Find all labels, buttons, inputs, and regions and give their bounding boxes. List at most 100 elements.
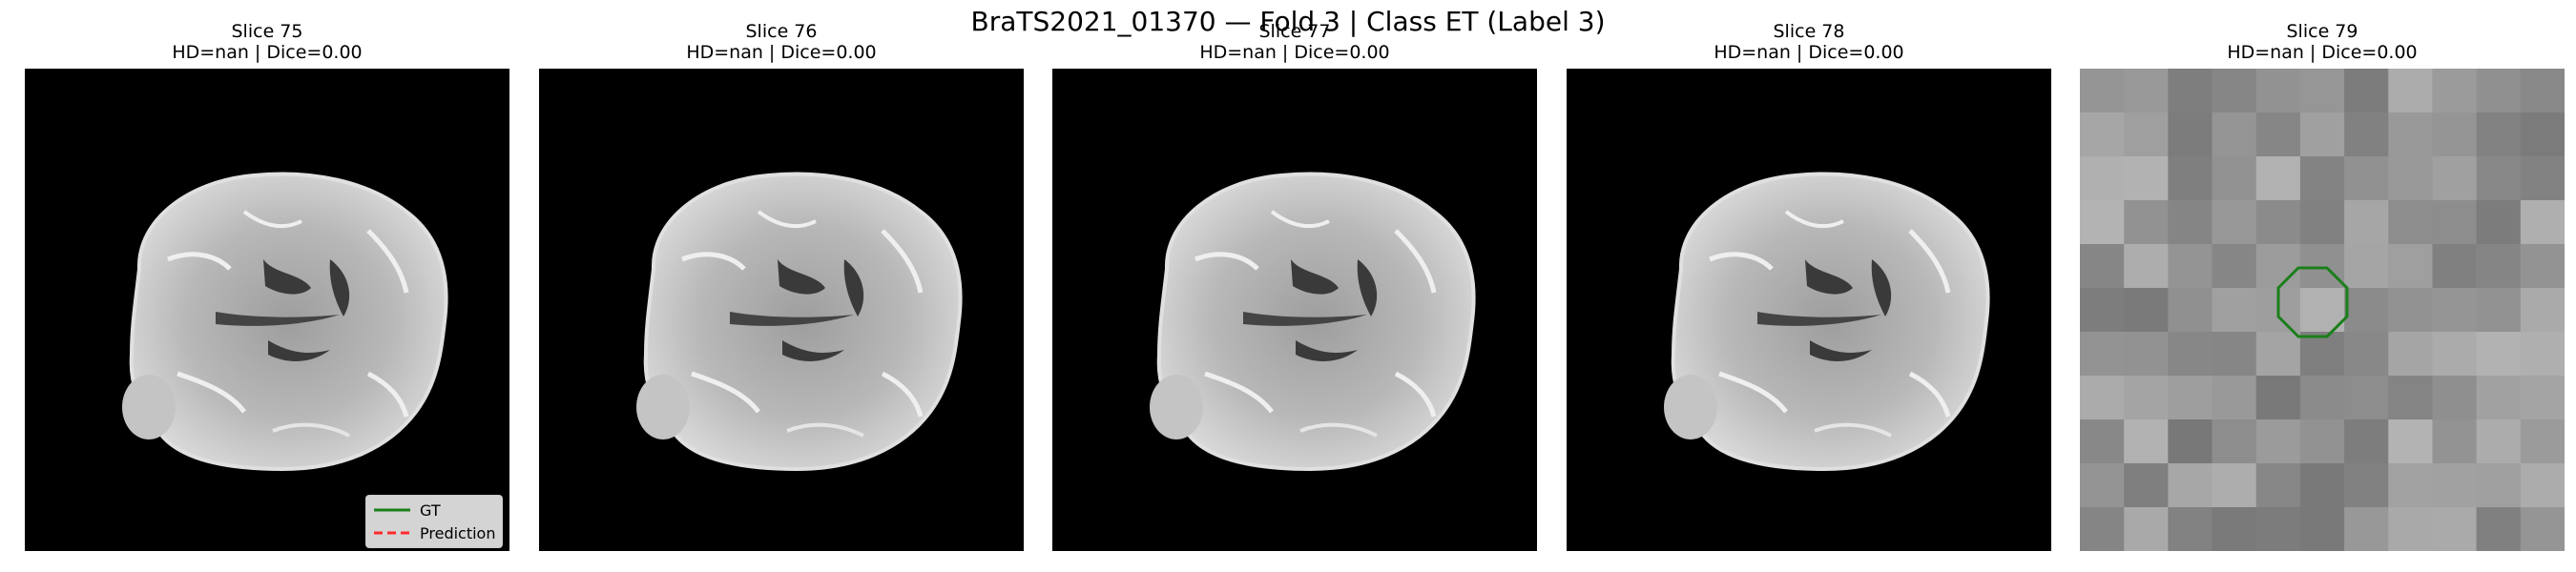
- slice-label: Slice 75: [231, 21, 303, 42]
- pixel-cell: [2388, 69, 2433, 113]
- pixel-cell: [2388, 200, 2433, 245]
- pixel-cell: [2168, 376, 2213, 420]
- panel-title: Slice 79 HD=nan | Dice=0.00: [2080, 21, 2565, 63]
- pixel-cell: [2212, 332, 2257, 377]
- pixel-cell: [2124, 200, 2169, 245]
- pixel-cell: [2255, 112, 2301, 157]
- pixel-cell: [2168, 200, 2213, 245]
- pixel-cell: [2476, 376, 2522, 420]
- pixel-cell: [2299, 69, 2345, 113]
- pixel-cell: [2168, 112, 2213, 157]
- pixel-cell: [2432, 288, 2478, 333]
- pixel-cell: [2344, 419, 2389, 464]
- legend: GT Prediction: [365, 495, 503, 548]
- panel-title: Slice 77 HD=nan | Dice=0.00: [1052, 21, 1537, 63]
- slice-label: Slice 79: [2286, 21, 2358, 42]
- pixel-cell: [2299, 156, 2345, 201]
- brain-slice-image: [1567, 69, 2051, 551]
- pixel-cell: [2212, 463, 2257, 508]
- pixel-cell: [2299, 332, 2345, 377]
- pixel-cell: [2080, 200, 2125, 245]
- pixel-cell: [2124, 376, 2169, 420]
- pixel-cell: [2212, 376, 2257, 420]
- pixel-cell: [2388, 156, 2433, 201]
- pixel-cell: [2080, 376, 2125, 420]
- pixel-cell: [2344, 288, 2389, 333]
- pixel-cell: [2212, 507, 2257, 551]
- pixel-cell: [2168, 69, 2213, 113]
- gt-contour: [2276, 266, 2349, 338]
- pixel-cell: [2432, 200, 2478, 245]
- pixel-cell: [2212, 244, 2257, 289]
- pixel-cell: [2476, 463, 2522, 508]
- pixel-cell: [2255, 244, 2301, 289]
- slice-image-75: [25, 69, 509, 551]
- pixel-cell: [2124, 288, 2169, 333]
- slice-image-78: [1567, 69, 2051, 551]
- pixel-cell: [2388, 419, 2433, 464]
- metrics-label: HD=nan | Dice=0.00: [2227, 42, 2418, 63]
- pixel-cell: [2520, 507, 2565, 551]
- pixel-cell: [2432, 332, 2478, 377]
- metrics-label: HD=nan | Dice=0.00: [172, 42, 363, 63]
- pixel-cell: [2080, 156, 2125, 201]
- pixel-cell: [2344, 376, 2389, 420]
- pixel-cell: [2432, 507, 2478, 551]
- pixel-cell: [2388, 507, 2433, 551]
- pixel-cell: [2476, 507, 2522, 551]
- pixel-cell: [2520, 156, 2565, 201]
- pixel-cell: [2080, 112, 2125, 157]
- pixel-cell: [2124, 112, 2169, 157]
- pixel-cell: [2476, 69, 2522, 113]
- pixel-cell: [2299, 376, 2345, 420]
- pixel-cell: [2255, 419, 2301, 464]
- pixel-cell: [2124, 507, 2169, 551]
- pixel-cell: [2080, 288, 2125, 333]
- panel-title: Slice 75 HD=nan | Dice=0.00: [25, 21, 509, 63]
- pixel-cell: [2432, 376, 2478, 420]
- pixel-cell: [2299, 244, 2345, 289]
- gt-line-icon: [374, 508, 410, 512]
- pixel-cell: [2344, 244, 2389, 289]
- metrics-label: HD=nan | Dice=0.00: [1714, 42, 1904, 63]
- brain-slice-image: [539, 69, 1024, 551]
- pixel-cell: [2388, 288, 2433, 333]
- slice-label: Slice 76: [745, 21, 818, 42]
- pixel-cell: [2432, 419, 2478, 464]
- pixel-cell: [2168, 419, 2213, 464]
- figure-title: BraTS2021_01370 — Fold 3 | Class ET (Lab…: [970, 6, 1606, 37]
- pixel-cell: [2168, 288, 2213, 333]
- metrics-label: HD=nan | Dice=0.00: [1199, 42, 1390, 63]
- pixel-cell: [2432, 69, 2478, 113]
- legend-label-gt: GT: [420, 500, 441, 520]
- pixel-cell: [2476, 156, 2522, 201]
- pixel-cell: [2299, 507, 2345, 551]
- pixel-cell: [2388, 244, 2433, 289]
- pixel-cell: [2520, 69, 2565, 113]
- pixel-cell: [2520, 463, 2565, 508]
- pixel-cell: [2212, 200, 2257, 245]
- slice-image-76: [539, 69, 1024, 551]
- pixel-cell: [2168, 463, 2213, 508]
- pixel-cell: [2476, 244, 2522, 289]
- pixel-cell: [2080, 419, 2125, 464]
- pixel-cell: [2299, 112, 2345, 157]
- pixel-cell: [2255, 200, 2301, 245]
- pixel-cell: [2124, 156, 2169, 201]
- pixel-cell: [2299, 463, 2345, 508]
- pixel-cell: [2344, 463, 2389, 508]
- pixel-cell: [2080, 507, 2125, 551]
- brain-slice-image: [25, 69, 509, 551]
- legend-item-gt: GT: [374, 500, 441, 521]
- pixel-cell: [2080, 244, 2125, 289]
- panel-title: Slice 78 HD=nan | Dice=0.00: [1567, 21, 2051, 63]
- pixel-cell: [2520, 376, 2565, 420]
- pixel-cell: [2124, 463, 2169, 508]
- pixel-cell: [2255, 463, 2301, 508]
- pixel-cell: [2344, 112, 2389, 157]
- pixel-cell: [2344, 156, 2389, 201]
- slice-label: Slice 77: [1258, 21, 1331, 42]
- pixel-cell: [2344, 507, 2389, 551]
- pixel-cell: [2080, 332, 2125, 377]
